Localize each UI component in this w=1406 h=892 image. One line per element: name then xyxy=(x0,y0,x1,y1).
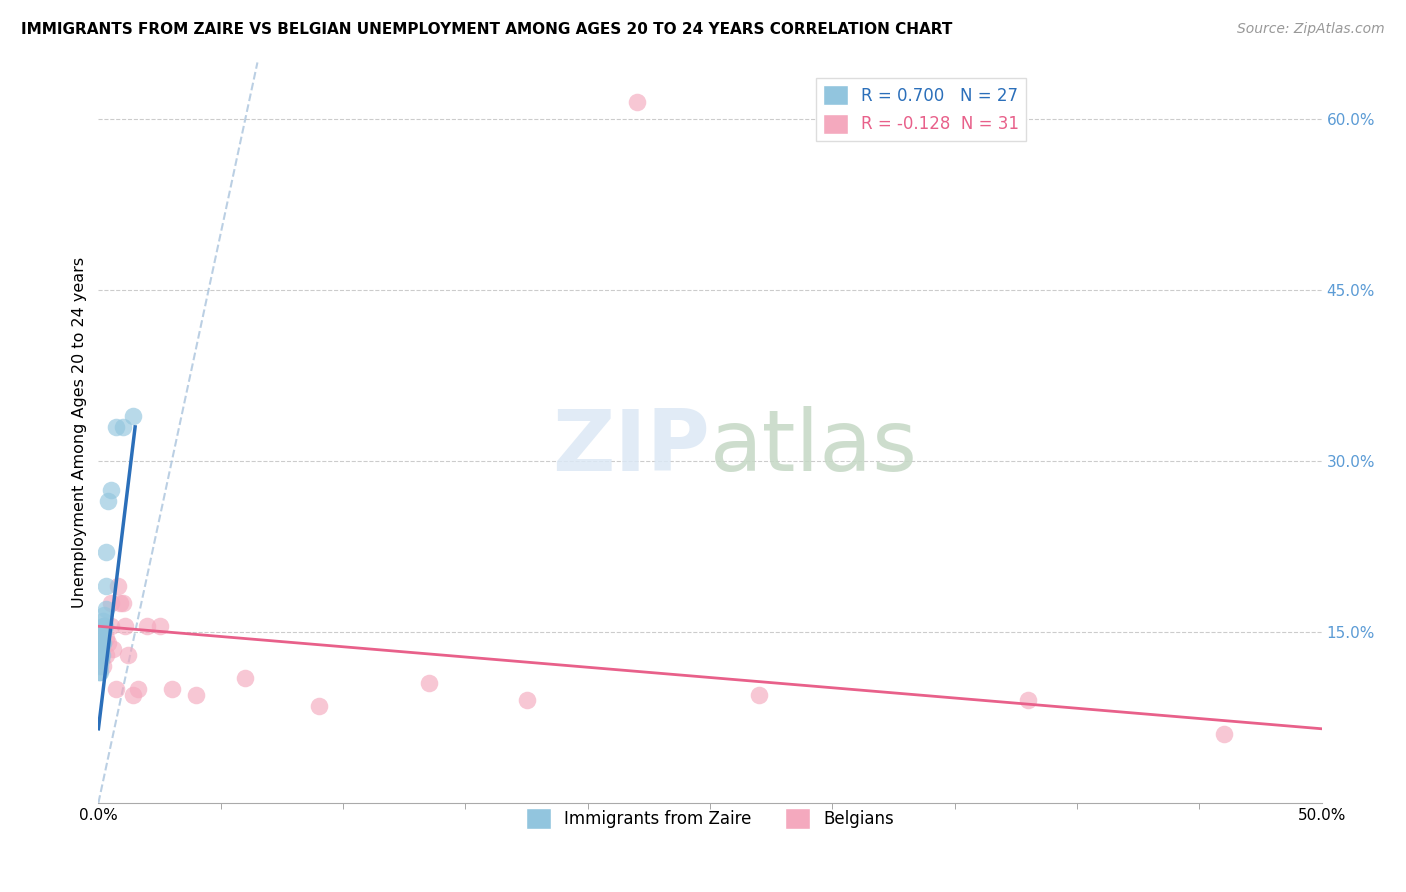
Point xyxy=(110,597,132,611)
Text: IMMIGRANTS FROM ZAIRE VS BELGIAN UNEMPLOYMENT AMONG AGES 20 TO 24 YEARS CORRELAT: IMMIGRANTS FROM ZAIRE VS BELGIAN UNEMPLO… xyxy=(21,22,952,37)
Point xyxy=(104,420,127,434)
Legend: Immigrants from Zaire, Belgians: Immigrants from Zaire, Belgians xyxy=(519,802,901,835)
Point xyxy=(93,619,115,633)
Point xyxy=(91,624,114,639)
Point xyxy=(100,597,122,611)
Point xyxy=(121,688,143,702)
Point xyxy=(91,631,114,645)
Point xyxy=(89,665,111,679)
Point xyxy=(91,636,114,650)
Point xyxy=(104,681,127,696)
Point xyxy=(1017,693,1039,707)
Point xyxy=(91,624,114,639)
Point xyxy=(1212,727,1234,741)
Point xyxy=(94,545,117,559)
Point xyxy=(515,693,537,707)
Point xyxy=(90,636,112,650)
Point xyxy=(91,636,114,650)
Point xyxy=(94,579,117,593)
Point xyxy=(91,636,114,650)
Y-axis label: Unemployment Among Ages 20 to 24 years: Unemployment Among Ages 20 to 24 years xyxy=(72,257,87,608)
Text: atlas: atlas xyxy=(710,406,918,489)
Point xyxy=(91,648,114,662)
Point xyxy=(233,671,256,685)
Point xyxy=(127,681,149,696)
Point xyxy=(93,619,115,633)
Point xyxy=(100,619,122,633)
Point xyxy=(626,95,648,110)
Point xyxy=(90,631,112,645)
Point xyxy=(111,420,134,434)
Text: ZIP: ZIP xyxy=(553,406,710,489)
Point xyxy=(94,648,117,662)
Point xyxy=(89,636,111,650)
Point xyxy=(89,648,111,662)
Point xyxy=(97,636,120,650)
Point xyxy=(91,659,114,673)
Point xyxy=(94,631,117,645)
Point xyxy=(91,624,114,639)
Point xyxy=(136,619,159,633)
Point xyxy=(114,619,136,633)
Point xyxy=(111,597,134,611)
Point xyxy=(160,681,183,696)
Point xyxy=(89,665,111,679)
Point xyxy=(97,494,120,508)
Point xyxy=(90,642,112,657)
Point xyxy=(149,619,172,633)
Point xyxy=(308,698,330,713)
Point xyxy=(91,619,114,633)
Point xyxy=(748,688,770,702)
Point xyxy=(101,642,124,657)
Point xyxy=(418,676,440,690)
Point xyxy=(91,614,114,628)
Point xyxy=(107,579,129,593)
Point xyxy=(89,659,111,673)
Point xyxy=(90,648,112,662)
Text: Source: ZipAtlas.com: Source: ZipAtlas.com xyxy=(1237,22,1385,37)
Point xyxy=(100,483,122,497)
Point xyxy=(93,607,115,622)
Point xyxy=(186,688,208,702)
Point xyxy=(90,653,112,667)
Point xyxy=(94,602,117,616)
Point xyxy=(121,409,143,423)
Point xyxy=(117,648,139,662)
